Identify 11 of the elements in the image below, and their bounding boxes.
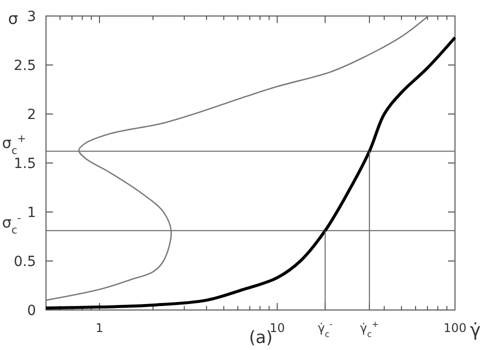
y-tick-label: 3 <box>27 9 36 25</box>
y-axis-title: σ <box>8 9 18 28</box>
x-axis-title: γ̇ <box>470 320 481 341</box>
y-tick-label: 1 <box>27 205 36 221</box>
x-tick-label: 100 <box>444 321 466 335</box>
y-tick-label: 2.5 <box>14 58 36 74</box>
y-tick-label: 0 <box>27 303 36 319</box>
y-tick-label: 2 <box>27 107 36 123</box>
y-tick-label: 1.5 <box>14 156 36 172</box>
x-tick-label: 1 <box>96 321 104 335</box>
y-tick-label: 0.5 <box>14 254 36 270</box>
